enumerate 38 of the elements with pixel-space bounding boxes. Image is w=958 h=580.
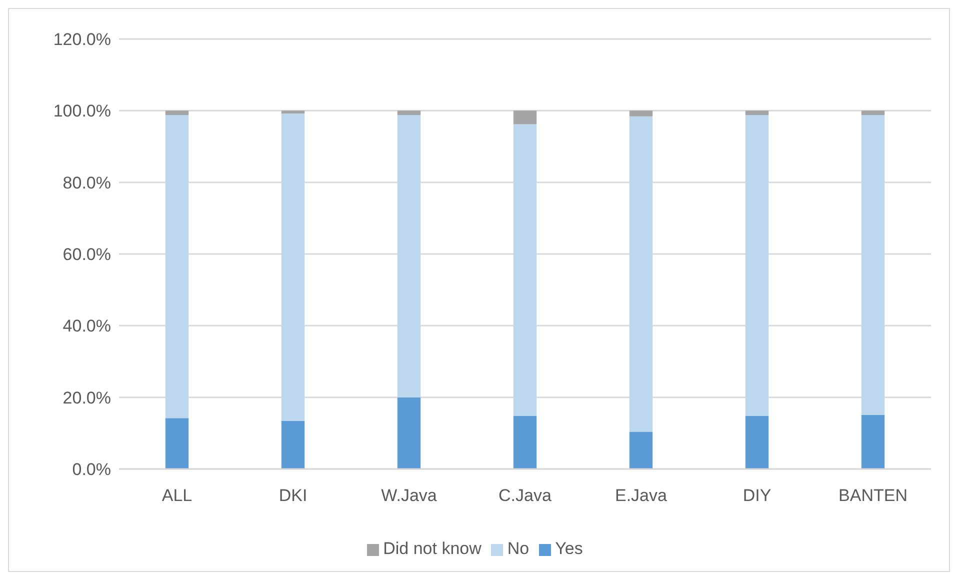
bar: [165, 114, 189, 418]
x-tick-label: C.Java: [498, 486, 552, 506]
y-tick-label: 120.0%: [53, 30, 111, 50]
y-tick-label: 100.0%: [53, 102, 111, 121]
bar: [629, 432, 653, 469]
bar: [745, 110, 769, 115]
bar: [861, 114, 885, 415]
x-tick-label: DIY: [742, 486, 772, 506]
x-tick-label: DKI: [278, 486, 308, 506]
legend-label: Did not know: [383, 539, 482, 558]
bar: [281, 110, 305, 114]
bar: [745, 416, 769, 469]
legend-label: No: [507, 539, 530, 558]
y-tick-label: 0.0%: [72, 460, 111, 480]
y-tick-label: 40.0%: [62, 316, 111, 336]
bar: [861, 110, 885, 115]
bar: [397, 110, 421, 115]
bar: [281, 420, 305, 469]
bar: [629, 110, 653, 116]
y-tick-label: 20.0%: [62, 388, 111, 408]
x-tick-label: ALL: [162, 486, 192, 506]
bar: [281, 114, 305, 421]
y-tick-label: 80.0%: [62, 173, 111, 192]
bar: [513, 416, 537, 469]
x-tick-label: W.Java: [381, 486, 438, 506]
bar: [745, 114, 769, 416]
bar: [397, 397, 421, 469]
bar: [165, 110, 189, 115]
bar: [165, 418, 189, 469]
x-tick-label: E.Java: [615, 486, 668, 506]
legend-label: Yes: [555, 539, 583, 558]
bar: [397, 114, 421, 398]
bar: [513, 110, 537, 124]
bar: [861, 414, 885, 469]
bar: [513, 124, 537, 416]
bar: [629, 116, 653, 432]
x-tick-label: BANTEN: [838, 486, 908, 506]
y-tick-label: 60.0%: [62, 245, 111, 264]
